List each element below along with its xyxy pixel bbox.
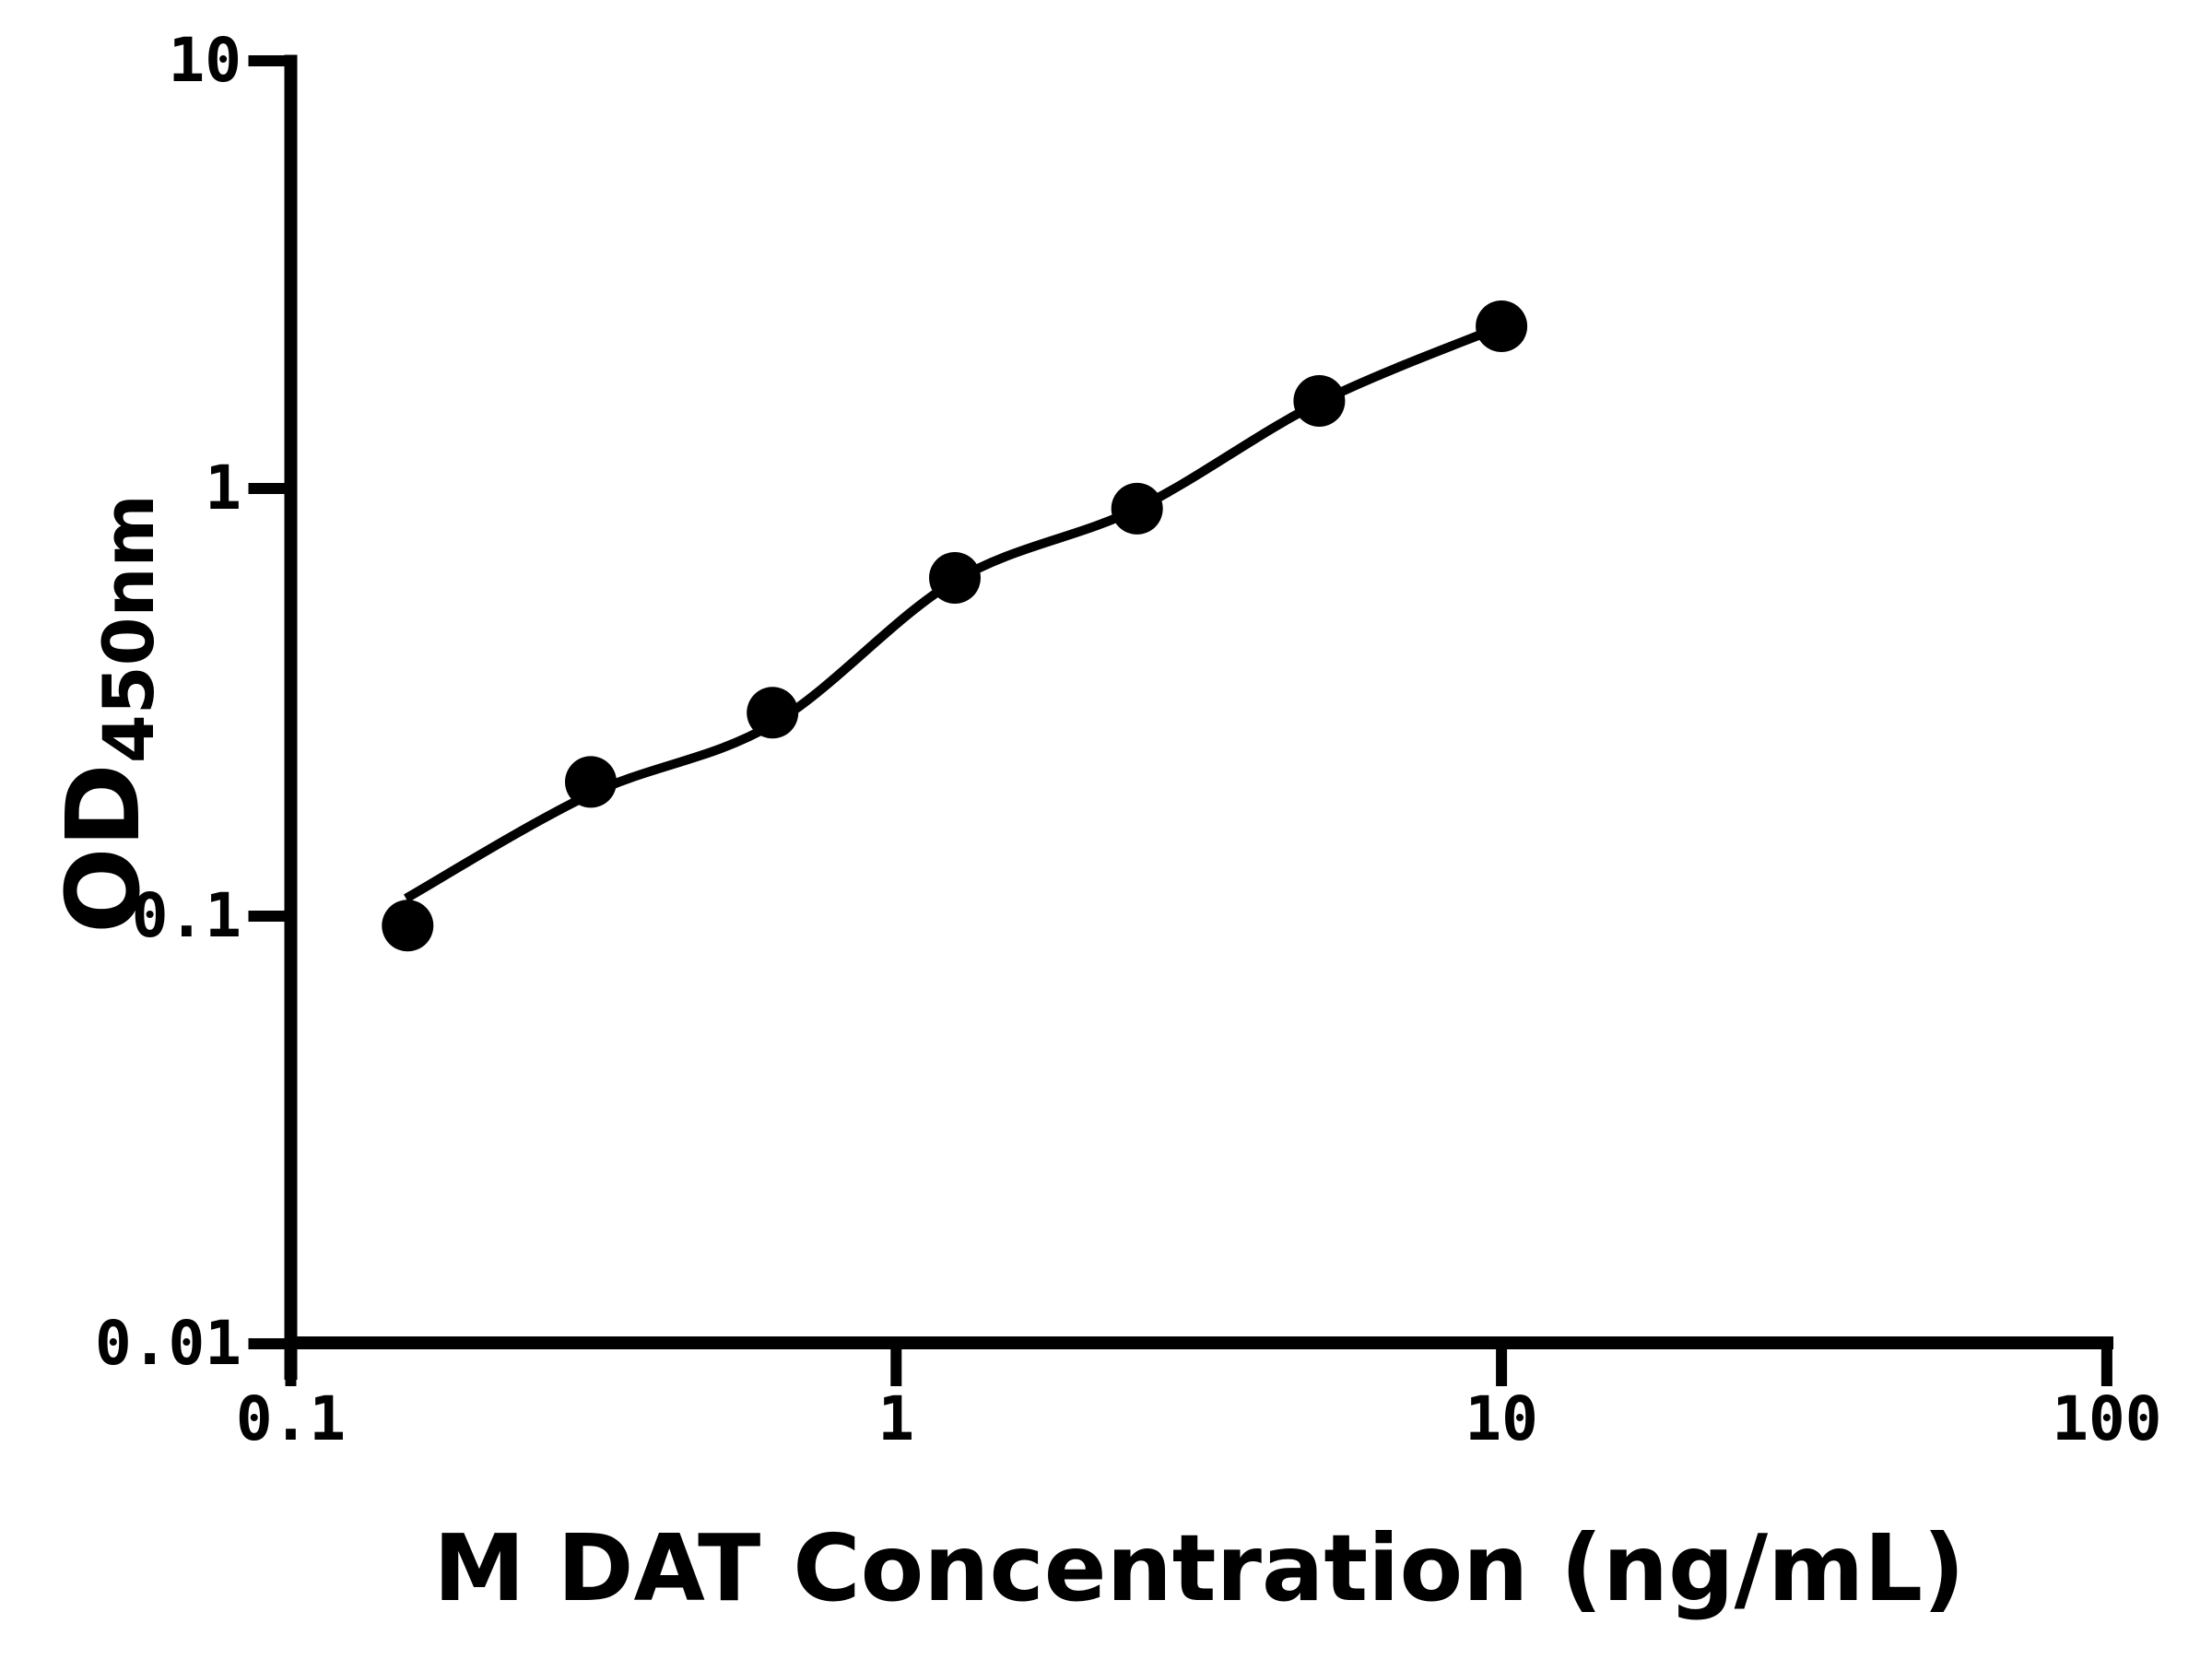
x-axis-title: M DAT Concentration (ng/mL) (433, 1514, 1965, 1622)
y-tick-1 (248, 483, 286, 494)
x-tick-0.1 (285, 1343, 297, 1386)
data-point-3 (747, 687, 799, 739)
y-tick-label-1: 1 (205, 453, 241, 524)
y-tick-0.1 (248, 911, 286, 922)
y-axis-title-main: OD (44, 763, 162, 934)
data-point-6 (1293, 375, 1346, 427)
x-tick-label-10: 10 (1465, 1383, 1538, 1454)
y-tick-10 (248, 55, 286, 66)
x-tick-1 (890, 1343, 902, 1386)
x-tick-label-0.1: 0.1 (235, 1383, 347, 1454)
data-point-2 (565, 756, 617, 808)
y-tick-label-0.01: 0.01 (95, 1308, 241, 1379)
y-axis-line (284, 54, 298, 1380)
x-tick-label-100: 100 (2052, 1383, 2162, 1454)
y-tick-0.01 (248, 1338, 286, 1349)
data-point-4 (929, 552, 981, 604)
x-tick-10 (1496, 1343, 1508, 1386)
x-axis-line (284, 1336, 2113, 1349)
y-tick-label-0.1: 0.1 (131, 880, 241, 951)
data-point-7 (1476, 300, 1528, 352)
y-axis-title-subscript: 450nm (88, 494, 170, 764)
x-tick-100 (2100, 1343, 2112, 1386)
x-tick-label-1: 1 (877, 1383, 915, 1454)
y-tick-label-10: 10 (168, 25, 241, 96)
data-point-1 (382, 900, 434, 952)
y-axis-title: OD450nm (34, 494, 172, 934)
data-point-5 (1111, 482, 1163, 535)
